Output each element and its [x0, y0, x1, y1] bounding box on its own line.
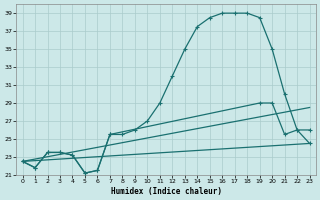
X-axis label: Humidex (Indice chaleur): Humidex (Indice chaleur)	[111, 187, 221, 196]
